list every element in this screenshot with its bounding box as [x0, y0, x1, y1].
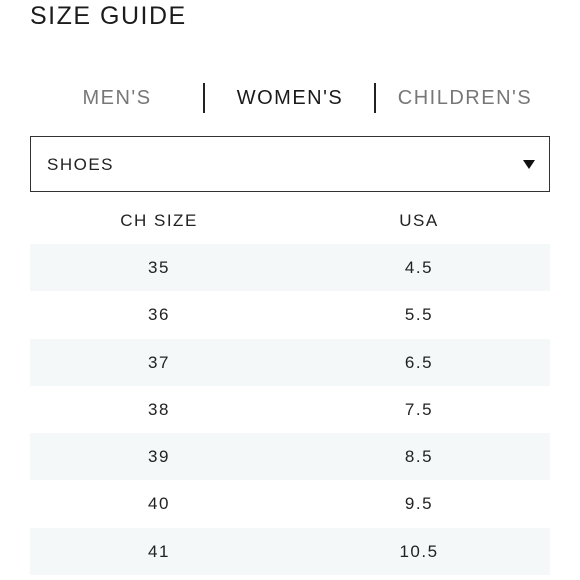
table-row: 38 7.5	[30, 385, 550, 434]
header-usa: USA	[399, 211, 439, 230]
tab-divider	[374, 83, 376, 113]
tab-childrens[interactable]: CHILDREN'S	[397, 87, 533, 109]
cell-ch-size: 38	[148, 399, 170, 419]
page-title: SIZE GUIDE	[30, 2, 187, 30]
category-select[interactable]: SHOES	[30, 136, 550, 192]
size-table: CH SIZE USA 35 4.5 36 5.5 37 6.5 38 7.5 …	[30, 198, 550, 576]
cell-usa: 6.5	[404, 352, 434, 372]
cell-usa: 8.5	[404, 447, 434, 467]
cell-ch-size: 36	[148, 305, 170, 325]
tab-womens[interactable]: WOMEN'S	[236, 87, 344, 109]
cell-usa: 4.5	[404, 258, 434, 277]
cell-ch-size: 37	[148, 352, 170, 372]
table-header: CH SIZE USA	[30, 198, 550, 244]
cell-ch-size: 40	[148, 494, 170, 514]
table-row: 41 10.5	[30, 527, 550, 576]
table-row: 39 8.5	[30, 433, 550, 481]
cell-usa: 9.5	[404, 494, 434, 514]
cell-usa: 7.5	[404, 399, 434, 419]
table-row: 35 4.5	[30, 244, 550, 292]
gender-tabs: MEN'S WOMEN'S CHILDREN'S	[30, 80, 550, 116]
cell-ch-size: 35	[148, 258, 170, 277]
tab-divider	[203, 83, 205, 113]
cell-usa: 10.5	[399, 541, 439, 561]
caret-down-icon	[523, 160, 535, 169]
cell-ch-size: 41	[148, 541, 170, 561]
table-row: 37 6.5	[30, 338, 550, 386]
tab-mens[interactable]: MEN'S	[82, 87, 152, 109]
cell-ch-size: 39	[148, 447, 170, 467]
table-row: 40 9.5	[30, 480, 550, 528]
table-body: 35 4.5 36 5.5 37 6.5 38 7.5 39 8.5 40 9.…	[30, 244, 550, 576]
table-row: 36 5.5	[30, 291, 550, 339]
category-select-value: SHOES	[47, 155, 115, 174]
cell-usa: 5.5	[404, 305, 434, 325]
header-ch-size: CH SIZE	[120, 211, 198, 230]
